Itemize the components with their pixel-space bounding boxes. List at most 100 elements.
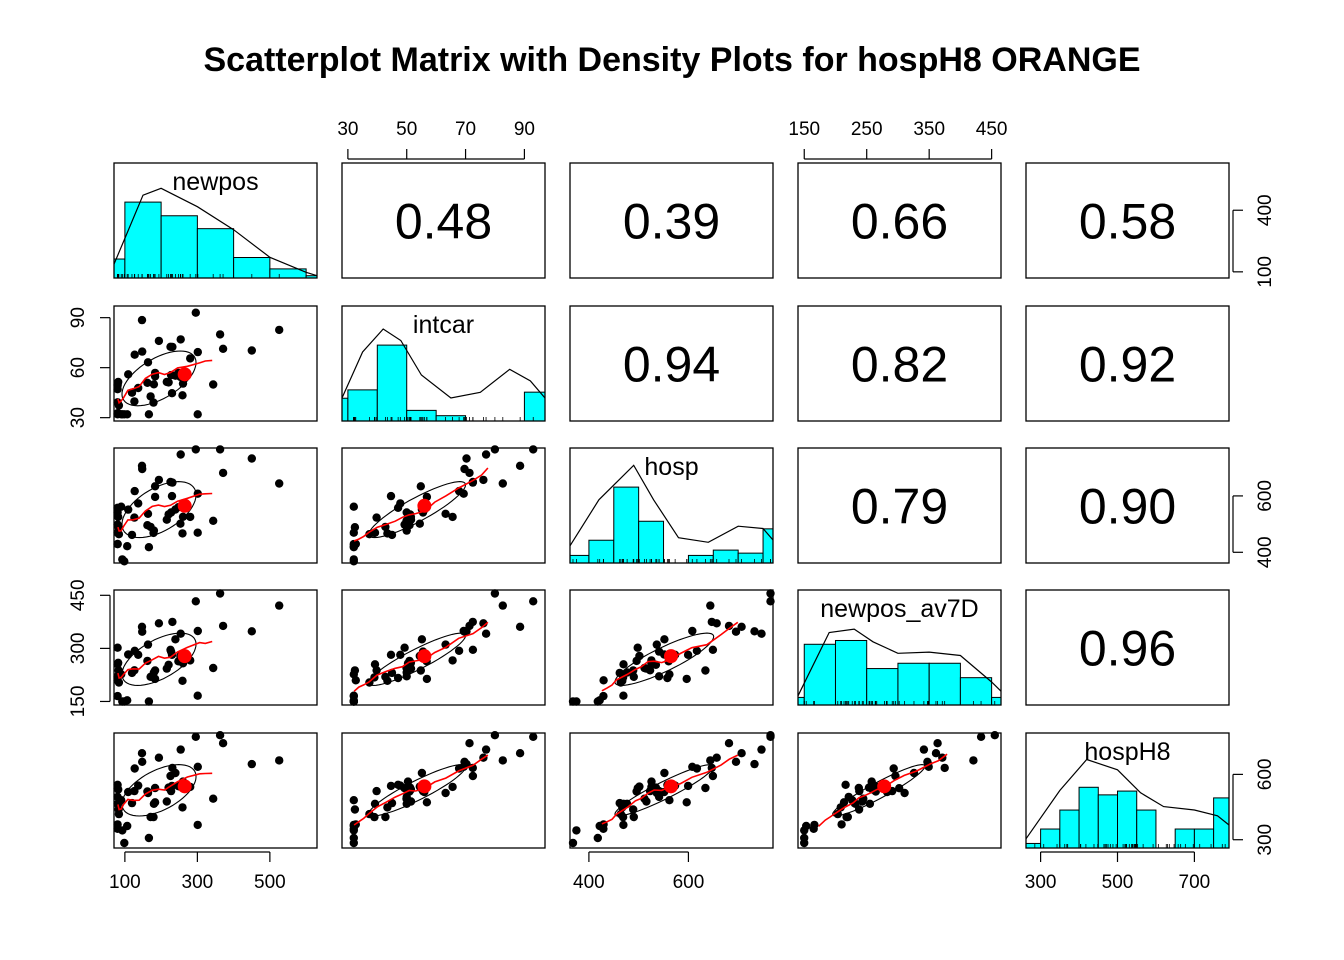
panel-intcar-newpos: [113, 305, 318, 422]
data-point: [654, 792, 664, 802]
smooth-line: [117, 492, 213, 532]
data-point: [707, 617, 716, 627]
panel-newpos-intcar: 0.48: [341, 162, 546, 279]
tick-label: 90: [514, 119, 535, 140]
correlation-value: 0.39: [623, 194, 720, 250]
data-point: [154, 753, 164, 762]
data-point: [933, 739, 942, 748]
data-point: [130, 666, 139, 675]
data-point: [134, 499, 143, 508]
data-point: [275, 756, 284, 765]
tick-label: 450: [976, 119, 1008, 140]
data-point: [193, 528, 202, 537]
panel-frame: [797, 162, 1002, 279]
data-point: [969, 756, 978, 765]
histogram-bar: [160, 215, 198, 279]
data-point: [515, 461, 525, 470]
data-point: [618, 812, 628, 822]
data-point: [130, 350, 139, 359]
data-point: [396, 650, 405, 659]
data-point: [599, 691, 608, 701]
histogram-bar: [1059, 809, 1080, 849]
data-point: [186, 512, 195, 522]
smooth-line: [353, 754, 489, 826]
data-point: [529, 445, 538, 454]
data-point: [218, 621, 228, 631]
data-point: [113, 780, 122, 789]
data-point: [168, 617, 177, 627]
data-point: [144, 833, 154, 843]
panel-frame: [341, 305, 546, 422]
data-point: [143, 521, 152, 530]
axis-bottom-hosp: 400 600: [573, 851, 704, 893]
data-point: [275, 479, 284, 488]
data-point: [468, 645, 478, 654]
histogram-bar: [866, 668, 899, 706]
tick-label: 70: [455, 119, 476, 140]
panel-hosp-newpos_av7D: 0.79: [797, 447, 1002, 564]
panel-intcar-hosp: 0.94: [569, 305, 774, 422]
tick-label: 300: [68, 633, 89, 665]
confidence-ellipse: [368, 632, 467, 686]
data-point: [137, 315, 147, 325]
data-point: [498, 756, 507, 765]
panel-frame: [341, 162, 546, 279]
data-point: [465, 468, 474, 478]
data-point: [215, 445, 225, 454]
histogram-bar: [1025, 842, 1042, 849]
panel-frame: [797, 447, 1002, 564]
data-point: [113, 380, 122, 389]
data-point: [176, 745, 185, 754]
data-point: [349, 796, 358, 805]
data-point: [529, 597, 538, 606]
panel-newpos_av7D-newpos: [113, 589, 318, 706]
data-point: [515, 749, 525, 758]
data-point: [350, 805, 360, 814]
data-point: [178, 512, 188, 521]
data-point: [124, 370, 133, 379]
data-point: [400, 643, 409, 652]
tick-label: 300: [182, 872, 214, 893]
data-point: [599, 824, 608, 833]
correlation-value: 0.96: [1079, 621, 1176, 677]
mean-point: [177, 498, 192, 513]
panel-newpos-newpos_av7D: 0.66: [797, 162, 1002, 279]
data-point: [660, 768, 669, 778]
tick-label: 100: [1255, 256, 1276, 288]
tick-label: 350: [913, 119, 945, 140]
panel-frame: [797, 732, 1002, 849]
data-point: [143, 378, 152, 387]
confidence-ellipse: [121, 632, 197, 686]
smooth-line: [117, 359, 213, 405]
confidence-ellipse: [368, 764, 467, 817]
axis-right-newpos: 100 400: [1232, 194, 1276, 288]
axis-right-hospH8: 300 600: [1232, 759, 1276, 856]
panel-frame: [113, 162, 318, 279]
panel-hospH8-hosp: [568, 731, 775, 849]
panel-frame: [569, 447, 774, 564]
data-point: [481, 450, 491, 459]
confidence-ellipse: [368, 481, 467, 539]
data-point: [138, 757, 147, 766]
data-point: [113, 528, 122, 537]
data-point: [468, 771, 478, 781]
data-point: [498, 601, 507, 610]
data-point: [118, 555, 127, 564]
tick-label: 150: [788, 119, 820, 140]
data-point: [479, 619, 488, 628]
data-point: [383, 803, 392, 812]
panel-intcar-hospH8: 0.92: [1025, 305, 1230, 422]
tick-label: 150: [68, 686, 89, 718]
data-point: [193, 626, 202, 636]
tick-label: 300: [1255, 824, 1276, 856]
smooth-line: [818, 753, 948, 827]
data-point: [462, 454, 471, 463]
panel-hospH8-hospH8: hospH8: [1025, 732, 1230, 849]
data-point: [154, 336, 164, 346]
data-point: [599, 676, 608, 685]
data-point: [349, 824, 358, 833]
data-point: [349, 502, 358, 511]
data-point: [800, 826, 809, 835]
data-point: [186, 354, 195, 363]
data-point: [275, 325, 284, 335]
